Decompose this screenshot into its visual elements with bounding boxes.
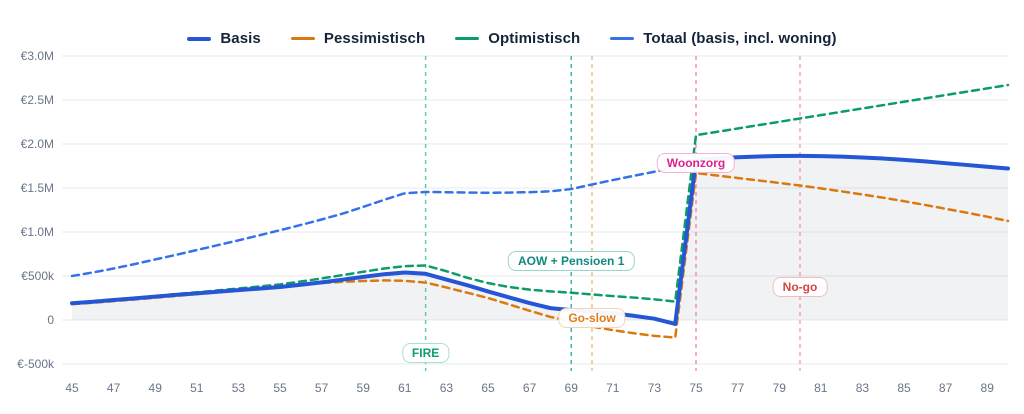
legend-label: Basis bbox=[220, 30, 261, 47]
y-axis-label: €2.5M bbox=[21, 93, 54, 107]
legend-label: Optimistisch bbox=[488, 30, 581, 47]
legend-item-totaal-basis-incl-woning[interactable]: Totaal (basis, incl. woning) bbox=[610, 30, 837, 47]
x-axis-label: 69 bbox=[565, 381, 579, 395]
x-axis-label: 79 bbox=[773, 381, 787, 395]
y-axis-label: 0 bbox=[47, 313, 54, 327]
y-axis-label: €3.0M bbox=[21, 49, 54, 63]
x-axis-label: 53 bbox=[232, 381, 246, 395]
x-axis-label: 63 bbox=[440, 381, 454, 395]
x-axis-label: 85 bbox=[897, 381, 911, 395]
x-axis-label: 45 bbox=[65, 381, 79, 395]
y-axis-label: €2.0M bbox=[21, 137, 54, 151]
x-axis-label: 83 bbox=[856, 381, 870, 395]
basis-area-fill bbox=[72, 155, 1008, 324]
chart-legend: Basis Pessimistisch Optimistisch Totaal (ba… bbox=[0, 30, 1024, 47]
x-axis-label: 61 bbox=[398, 381, 412, 395]
event-label-no-go[interactable]: No-go bbox=[772, 277, 828, 297]
x-axis-label: 55 bbox=[273, 381, 287, 395]
x-axis-label: 47 bbox=[107, 381, 121, 395]
legend-swatch-optimistisch bbox=[455, 37, 480, 40]
series-line-basis[interactable] bbox=[70, 153, 1010, 326]
event-label-fire[interactable]: FIRE bbox=[401, 343, 450, 363]
legend-item-pessimistisch[interactable]: Pessimistisch bbox=[290, 30, 426, 47]
x-axis-label: 89 bbox=[981, 381, 995, 395]
event-label-aow-pensioen-1[interactable]: AOW + Pensioen 1 bbox=[508, 251, 635, 271]
x-axis-label: 73 bbox=[648, 381, 662, 395]
x-axis-label: 77 bbox=[731, 381, 745, 395]
x-axis-label: 71 bbox=[606, 381, 620, 395]
legend-swatch-basis bbox=[187, 36, 212, 41]
series-line-totaal-basis-incl-woning[interactable] bbox=[70, 158, 698, 278]
x-axis-label: 67 bbox=[523, 381, 537, 395]
legend-label: Totaal (basis, incl. woning) bbox=[643, 30, 837, 47]
x-axis-label: 75 bbox=[689, 381, 703, 395]
x-axis-label: 81 bbox=[814, 381, 828, 395]
x-axis-label: 65 bbox=[481, 381, 495, 395]
x-axis-label: 51 bbox=[190, 381, 204, 395]
event-label-go-slow[interactable]: Go-slow bbox=[558, 308, 626, 328]
legend-swatch-pessimistisch bbox=[290, 37, 315, 40]
x-axis-label: 87 bbox=[939, 381, 953, 395]
y-axis-label: €-500k bbox=[17, 357, 55, 371]
legend-swatch-totaal-basis-incl-woning bbox=[610, 37, 635, 40]
y-axis-label: €500k bbox=[21, 269, 55, 283]
legend-label: Pessimistisch bbox=[323, 30, 426, 47]
x-axis-label: 49 bbox=[149, 381, 163, 395]
legend-item-optimistisch[interactable]: Optimistisch bbox=[455, 30, 580, 47]
event-label-woonzorg[interactable]: Woonzorg bbox=[656, 153, 736, 173]
x-axis-label: 57 bbox=[315, 381, 329, 395]
y-axis-label: €1.5M bbox=[21, 181, 54, 195]
y-axis-label: €1.0M bbox=[21, 225, 54, 239]
legend-item-basis[interactable]: Basis bbox=[187, 30, 261, 47]
x-axis-label: 59 bbox=[357, 381, 371, 395]
